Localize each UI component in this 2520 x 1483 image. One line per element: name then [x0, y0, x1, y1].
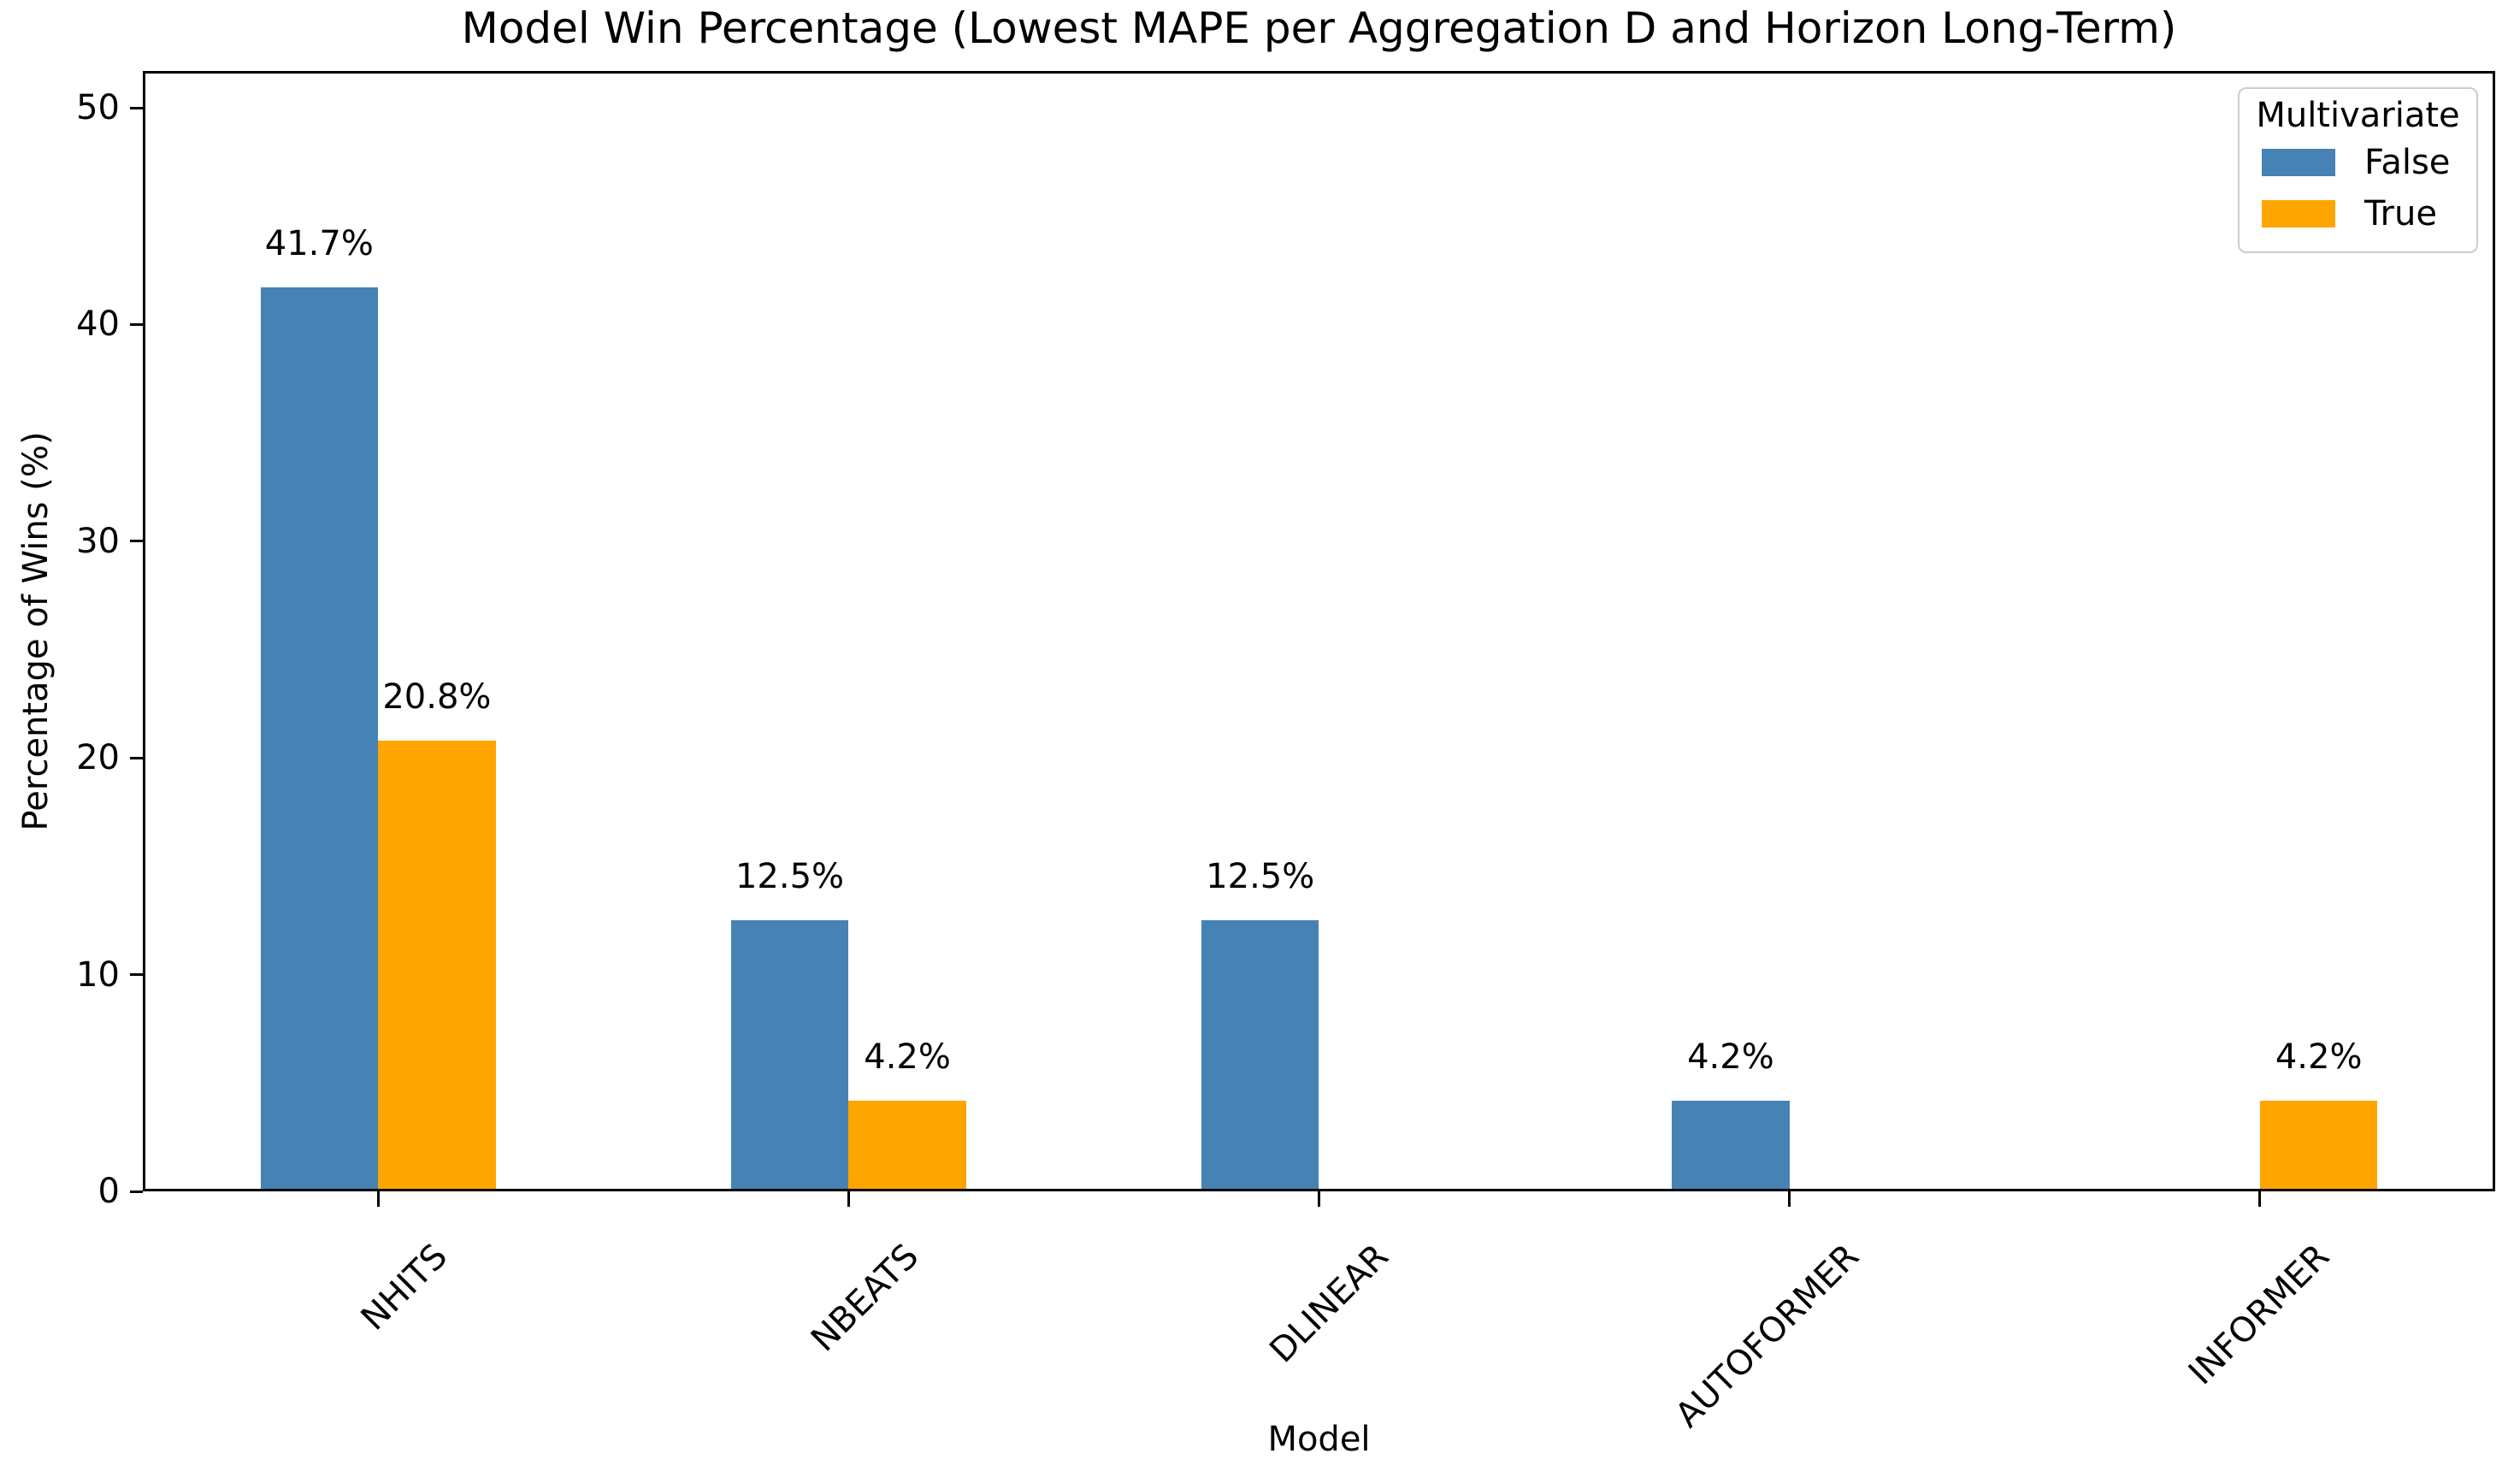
y-tick — [130, 540, 143, 543]
x-tick-label: AUTOFORMER — [1668, 1237, 1868, 1436]
bar-true-nhits — [378, 740, 496, 1191]
bar-true-nbeats — [848, 1100, 966, 1191]
y-tick — [130, 1190, 143, 1193]
legend-swatch-true — [2262, 200, 2335, 227]
x-tick — [1788, 1191, 1791, 1207]
x-tick-label: NHITS — [354, 1237, 456, 1338]
bar-false-nbeats — [730, 920, 849, 1191]
y-tick-label: 30 — [76, 521, 120, 561]
legend: Multivariate False True — [2238, 87, 2478, 253]
legend-title: Multivariate — [2256, 96, 2460, 135]
x-tick-label: INFORMER — [2181, 1237, 2338, 1393]
legend-label-true: True — [2364, 194, 2437, 233]
bar-value-label: 12.5% — [735, 857, 845, 897]
legend-entry-false: False — [2240, 137, 2476, 188]
bar-value-label: 12.5% — [1206, 857, 1315, 897]
y-tick-label: 0 — [97, 1172, 120, 1211]
x-tick — [2258, 1191, 2262, 1207]
y-tick — [130, 322, 143, 326]
x-tick-label: NBEATS — [803, 1237, 926, 1360]
bar-false-nhits — [260, 287, 379, 1191]
x-tick — [847, 1191, 850, 1207]
x-tick — [1318, 1191, 1320, 1207]
chart-title: Model Win Percentage (Lowest MAPE per Ag… — [461, 3, 2177, 53]
y-tick-label: 10 — [76, 954, 120, 995]
x-axis-label: Model — [1267, 1420, 1371, 1459]
y-tick-label: 20 — [76, 738, 120, 778]
legend-entry-true: True — [2240, 188, 2476, 239]
bar-value-label: 20.8% — [382, 677, 492, 717]
bar-false-autoformer — [1672, 1100, 1790, 1191]
legend-label-false: False — [2364, 143, 2451, 182]
bar-value-label: 4.2% — [864, 1037, 951, 1077]
y-tick — [130, 973, 143, 977]
x-tick — [376, 1191, 380, 1207]
bar-value-label: 4.2% — [1687, 1037, 1774, 1077]
bar-value-label: 41.7% — [264, 224, 374, 264]
y-tick — [130, 756, 143, 759]
legend-swatch-false — [2262, 149, 2335, 176]
x-tick-label: DLINEAR — [1262, 1237, 1397, 1371]
bar-false-dlinear — [1201, 920, 1319, 1191]
plot-area — [143, 71, 2495, 1191]
y-tick-label: 50 — [76, 88, 120, 128]
bar-value-label: 4.2% — [2275, 1037, 2363, 1077]
bar-true-informer — [2259, 1100, 2378, 1191]
y-tick — [130, 106, 143, 109]
y-tick-label: 40 — [76, 304, 120, 345]
